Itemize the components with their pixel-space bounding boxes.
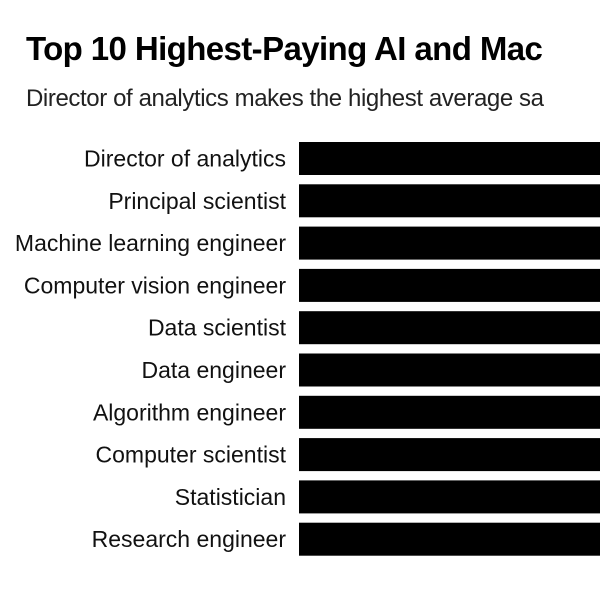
category-label: Computer vision engineer xyxy=(24,272,286,298)
bar xyxy=(299,311,600,345)
bar xyxy=(299,395,600,429)
bar xyxy=(299,480,600,514)
category-label: Data scientist xyxy=(148,315,287,341)
chart-subtitle: Director of analytics makes the highest … xyxy=(26,85,544,112)
category-label: Principal scientist xyxy=(108,188,286,214)
bar xyxy=(299,142,600,175)
bar xyxy=(299,353,600,387)
chart-title: Top 10 Highest-Paying AI and Mac xyxy=(26,30,543,67)
category-label: Director of analytics xyxy=(84,146,286,172)
category-label: Computer scientist xyxy=(96,442,287,468)
bar xyxy=(299,268,600,302)
category-label: Machine learning engineer xyxy=(15,230,286,256)
bar xyxy=(299,522,600,556)
category-label: Statistician xyxy=(175,484,286,510)
category-label: Algorithm engineer xyxy=(93,399,286,425)
bar xyxy=(299,438,600,472)
category-label: Data engineer xyxy=(142,357,287,383)
bar xyxy=(299,184,600,218)
category-label: Research engineer xyxy=(92,526,287,552)
bar xyxy=(299,226,600,260)
